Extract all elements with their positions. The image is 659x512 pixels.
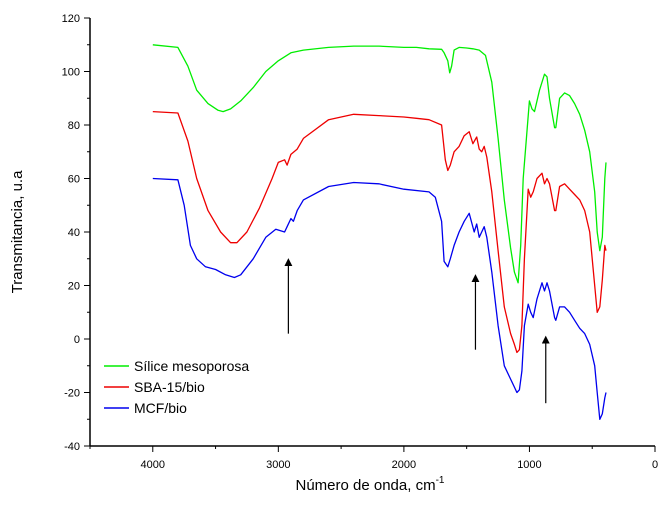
x-tick-label: 4000 (141, 459, 165, 471)
legend-label: Sílice mesoporosa (134, 358, 249, 374)
y-tick-label: 40 (68, 227, 80, 239)
x-axis-title-superscript: -1 (436, 475, 445, 486)
series-layer (152, 44, 607, 420)
y-tick-label: 60 (68, 174, 80, 186)
series-line-1 (152, 44, 607, 284)
x-axis-title: Número de onda, cm-1 (296, 475, 445, 494)
y-axis-title: Transmitancia, u.a (9, 170, 26, 293)
x-tick-label: 1000 (517, 459, 541, 471)
y-tick-label: -40 (64, 441, 80, 453)
legend-label: SBA-15/bio (134, 379, 205, 395)
y-tick-label: 100 (62, 67, 80, 79)
x-axis-title-text: Número de onda, cm (296, 477, 436, 494)
x-axis-ticks: 4000 3000 2000 1000 0 (89, 446, 658, 471)
y-axis-ticks: -40 -20 0 20 40 60 80 100 120 (62, 13, 90, 453)
y-tick-label: 20 (68, 281, 80, 293)
series-line-3 (152, 177, 607, 420)
series-line-2 (152, 110, 607, 354)
x-tick-label: 2000 (392, 459, 416, 471)
annotation-arrows (284, 258, 550, 404)
y-tick-label: 80 (68, 120, 80, 132)
x-tick-label: 0 (652, 459, 658, 471)
x-tick-label: 3000 (266, 459, 290, 471)
y-tick-label: -20 (64, 388, 80, 400)
y-tick-label: 120 (62, 13, 80, 25)
legend: Sílice mesoporosa SBA-15/bio MCF/bio (104, 358, 249, 416)
y-tick-label: 0 (74, 334, 80, 346)
legend-label: MCF/bio (134, 400, 187, 416)
